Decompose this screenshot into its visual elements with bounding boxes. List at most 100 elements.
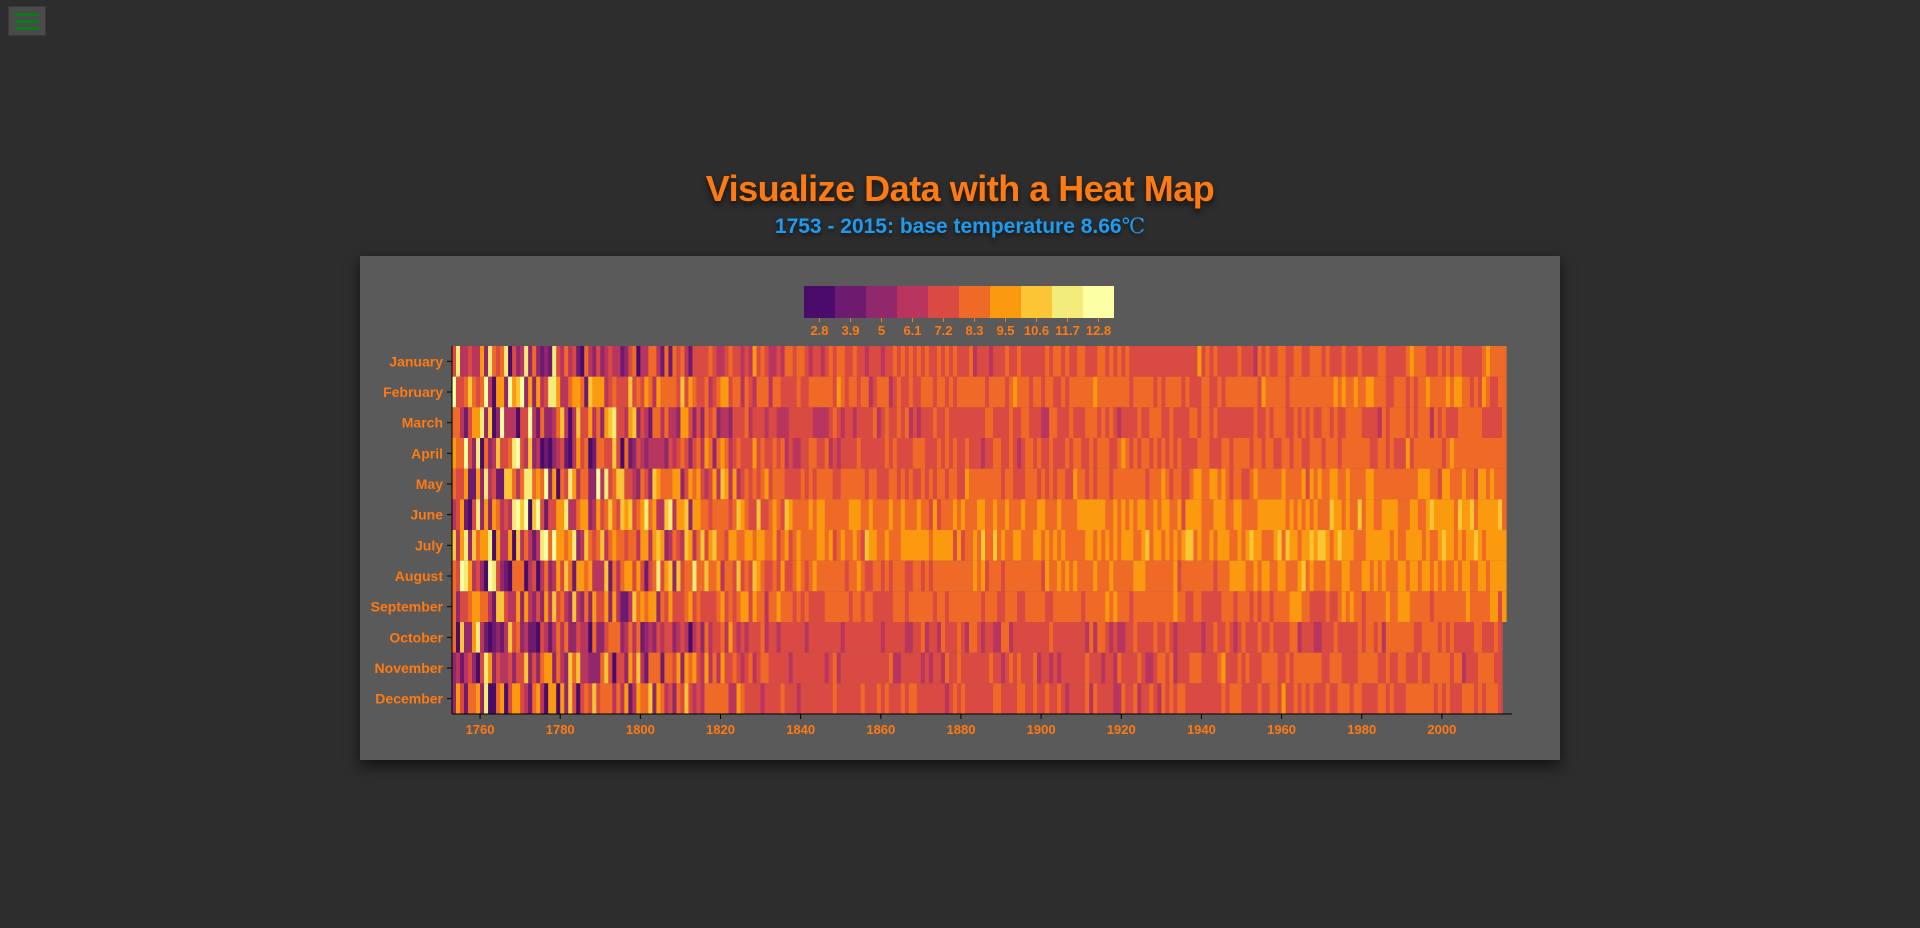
heat-cell [528,530,533,561]
heat-cell [548,683,553,714]
heat-cell [800,622,806,653]
heat-cell [740,652,746,684]
heat-cell [644,683,649,714]
heat-cell [944,683,950,714]
heat-cell [1121,468,1126,500]
heat-cell [1085,622,1090,653]
heat-cell [524,530,529,561]
heat-cell [736,591,742,622]
heat-cell [1009,438,1014,469]
heat-cell [524,499,529,530]
heat-cell [1145,499,1150,530]
heat-cell [1461,591,1467,622]
heat-cell [1109,652,1114,684]
heat-cell [997,407,1002,438]
heat-cell [981,622,986,653]
heat-cell [1365,530,1371,561]
heat-cell [576,468,581,500]
heat-cell [1289,499,1295,530]
heat-cell [1497,376,1503,408]
heat-cell [484,407,489,438]
heat-cell [688,407,694,438]
heat-cell [500,346,505,377]
heat-cell [1385,560,1391,592]
heat-cell [784,560,790,592]
heat-cell [632,560,637,592]
heat-cell [904,591,910,622]
heat-cell [1205,530,1211,561]
heat-cell [1021,346,1026,377]
heat-cell [1057,591,1062,622]
heat-cell [1161,622,1166,653]
heat-cell [568,346,573,377]
heat-cell [740,407,746,438]
heat-cell [993,438,998,469]
heat-cell [1297,530,1303,561]
heat-cell [1081,652,1086,684]
heat-cell [460,346,465,377]
heat-cell [1453,468,1459,500]
heat-cell [836,468,842,500]
heat-cell [1237,407,1243,438]
heat-cell [960,530,966,561]
heat-cell [993,530,998,561]
heat-cell [1441,499,1447,530]
heat-cell [1285,652,1291,684]
heat-cell [516,530,521,561]
heat-cell [977,622,982,653]
heat-cell [1241,622,1247,653]
heat-cell [648,468,653,500]
heat-cell [1437,591,1443,622]
heat-cell [764,346,770,377]
heat-cell [584,530,589,561]
heat-cell [1493,407,1499,438]
heat-cell [896,591,902,622]
heat-cell [1045,499,1050,530]
heat-cell [1053,499,1058,530]
heat-cell [981,376,986,408]
heat-cell [1149,499,1154,530]
heat-cell [680,683,686,714]
heat-cell [524,438,529,469]
heat-cell [548,346,553,377]
heat-cell [1057,438,1062,469]
heat-cell [728,438,734,469]
heat-cell [468,560,473,592]
heat-cell [820,560,826,592]
heat-cell [732,499,738,530]
heat-cell [944,652,950,684]
heat-cell [1305,346,1311,377]
legend-swatch [1021,286,1052,318]
heat-cell [1165,346,1170,377]
heat-cell [989,376,994,408]
heat-cell [740,622,746,653]
heat-cell [1121,499,1126,530]
heat-cell [1193,438,1199,469]
heat-cell [1113,591,1118,622]
heat-cell [724,530,730,561]
heat-cell [952,530,958,561]
heat-cell [732,622,738,653]
heat-cell [1125,346,1130,377]
heat-cell [1501,407,1507,438]
heat-cell [1309,652,1315,684]
heat-cell [1481,560,1487,592]
heat-cell [644,407,649,438]
heat-cell [1197,530,1203,561]
heat-cell [1093,560,1098,592]
heat-cell [1409,499,1415,530]
heat-cell [860,499,866,530]
menu-button[interactable] [8,6,46,36]
heat-cell [1305,530,1311,561]
heat-cell [1413,591,1419,622]
heat-cell [632,622,637,653]
heat-cell [928,346,934,377]
heat-cell [1333,407,1339,438]
heat-cell [476,560,481,592]
heat-cell [788,652,794,684]
heat-cell [1225,622,1231,653]
heat-cell [892,622,898,653]
heat-cell [640,376,645,408]
heat-cell [1393,683,1399,714]
heat-cell [1097,652,1102,684]
